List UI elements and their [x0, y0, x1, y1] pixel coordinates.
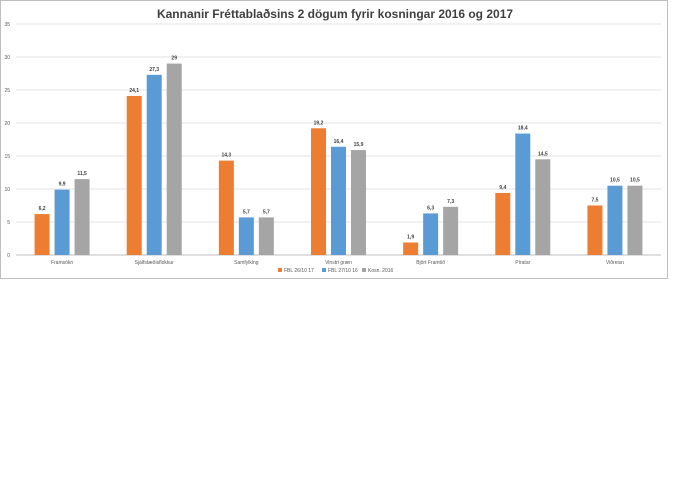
y-tick-label: 0 — [7, 253, 10, 259]
bar — [311, 128, 326, 255]
data-label: 9,4 — [499, 185, 506, 191]
bar — [515, 133, 531, 255]
x-tick-label: Sjálfstæðisflokkur — [135, 259, 175, 266]
y-tick-label: 30 — [4, 55, 10, 61]
bar — [146, 74, 162, 255]
data-label: 16,4 — [334, 139, 344, 145]
legend-swatch — [322, 268, 326, 272]
data-label: 7,5 — [591, 198, 598, 204]
data-label: 27,3 — [149, 67, 159, 73]
data-label: 10,5 — [630, 178, 640, 184]
y-tick-label: 5 — [7, 220, 10, 226]
bar — [218, 160, 234, 255]
y-tick-label: 25 — [4, 88, 10, 94]
bar — [587, 205, 603, 255]
data-label: 6,2 — [39, 206, 46, 212]
bar — [607, 185, 623, 255]
bar — [166, 63, 182, 255]
y-tick-label: 20 — [4, 121, 10, 127]
y-tick-label: 15 — [4, 154, 10, 160]
data-label: 18,4 — [518, 126, 528, 132]
x-tick-label: Framsókn — [51, 260, 73, 266]
data-label: 10,5 — [610, 178, 620, 184]
x-tick-label: Björt Framtíð — [416, 259, 445, 266]
data-label: 24,1 — [129, 88, 139, 94]
bar — [627, 185, 643, 255]
x-tick-label: Viðreisn — [606, 259, 624, 266]
bar — [495, 192, 511, 255]
data-label: 7,3 — [447, 199, 454, 205]
x-tick-label: Píratar — [515, 260, 530, 266]
chart-frame: Kannanir Fréttablaðsins 2 dögum fyrir ko… — [0, 0, 668, 279]
data-label: 29 — [171, 56, 177, 62]
legend-label: FBL 26/10 17 — [284, 268, 314, 274]
y-tick-label: 35 — [4, 22, 10, 28]
legend-label: FBL 27/10 16 — [328, 268, 358, 274]
data-label: 1,9 — [407, 234, 414, 240]
bar — [238, 217, 254, 255]
x-tick-label: Vinstri græn — [325, 260, 352, 266]
bar — [258, 217, 274, 255]
bar — [443, 206, 459, 255]
data-label: 19,2 — [314, 120, 324, 126]
data-label: 15,9 — [354, 142, 364, 148]
data-label: 11,5 — [77, 171, 87, 177]
bar — [403, 242, 419, 255]
bar — [535, 159, 551, 255]
bar — [126, 95, 142, 255]
bar — [54, 189, 70, 255]
data-label: 5,7 — [243, 209, 250, 215]
bar — [351, 150, 366, 255]
bar — [74, 179, 90, 255]
bar — [34, 214, 50, 255]
data-label: 14,3 — [221, 153, 231, 159]
bar — [423, 213, 439, 255]
bar — [331, 146, 346, 255]
chart-title: Kannanir Fréttablaðsins 2 dögum fyrir ko… — [156, 7, 514, 21]
y-tick-label: 10 — [4, 187, 10, 193]
data-label: 6,3 — [427, 205, 434, 211]
legend-swatch — [278, 268, 282, 272]
chart-plot: 0 5 10 15 20 25 30 35 6,2 9,9 11,5 Framsókn 24,1 27,3… — [4, 22, 661, 274]
data-label: 9,9 — [59, 182, 66, 188]
data-label: 5,7 — [263, 209, 270, 215]
legend-swatch — [362, 268, 366, 272]
legend-label: Kosn. 2016 — [368, 268, 394, 274]
x-tick-label: Samfylking — [234, 260, 259, 266]
data-label: 14,5 — [538, 151, 548, 157]
